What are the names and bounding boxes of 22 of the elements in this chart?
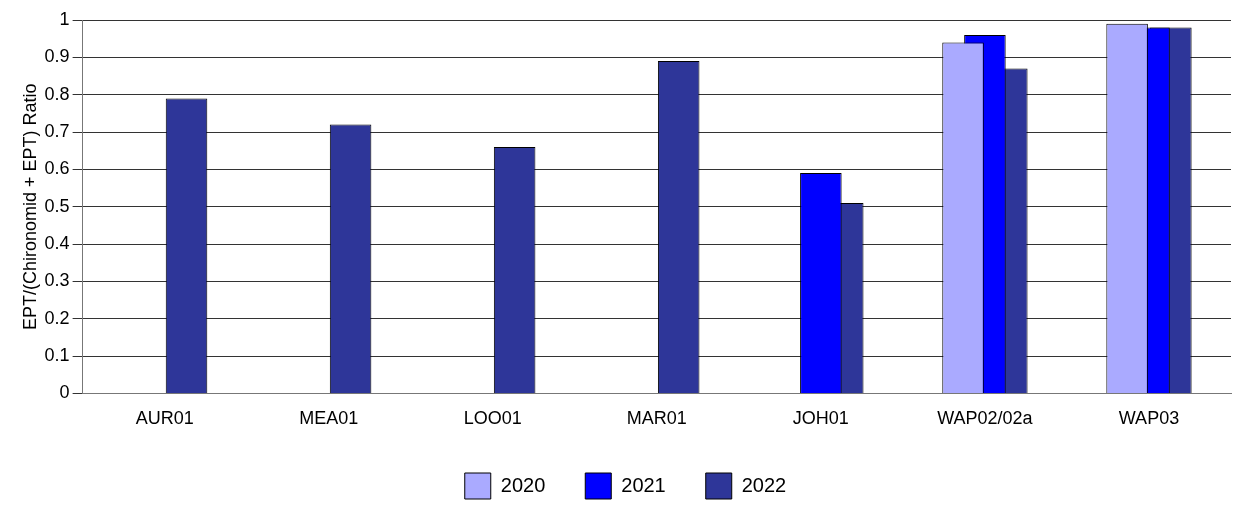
x-tick-label: LOO01: [463, 408, 522, 429]
legend-label: 2021: [621, 473, 666, 496]
legend-label: 2022: [741, 473, 787, 496]
y-tick-label: 0.6: [44, 158, 70, 179]
y-axis-title: EPT/(Chironomid + EPT) Ratio: [19, 83, 40, 330]
y-tick-label: 0.7: [44, 120, 70, 141]
legend-label: 2020: [500, 473, 546, 496]
y-tick-label: 0.9: [44, 46, 70, 67]
x-tick-label: MEA01: [299, 408, 359, 429]
y-tick-label: 0: [59, 382, 70, 403]
y-tick-label: 0.1: [44, 345, 70, 366]
x-tick-label: AUR01: [135, 408, 194, 429]
y-tick-label: 0.3: [44, 270, 70, 291]
x-tick-label: MAR01: [626, 408, 687, 429]
y-tick-label: 0.5: [44, 195, 70, 216]
y-tick-label: 1: [59, 8, 70, 29]
x-tick-label: WAP02/02a: [937, 408, 1034, 429]
x-tick-label: WAP03: [1118, 408, 1180, 429]
x-tick-label: JOH01: [792, 408, 849, 429]
y-tick-label: 0.2: [44, 307, 70, 328]
y-tick-label: 0.8: [44, 83, 70, 104]
y-tick-label: 0.4: [44, 233, 70, 254]
